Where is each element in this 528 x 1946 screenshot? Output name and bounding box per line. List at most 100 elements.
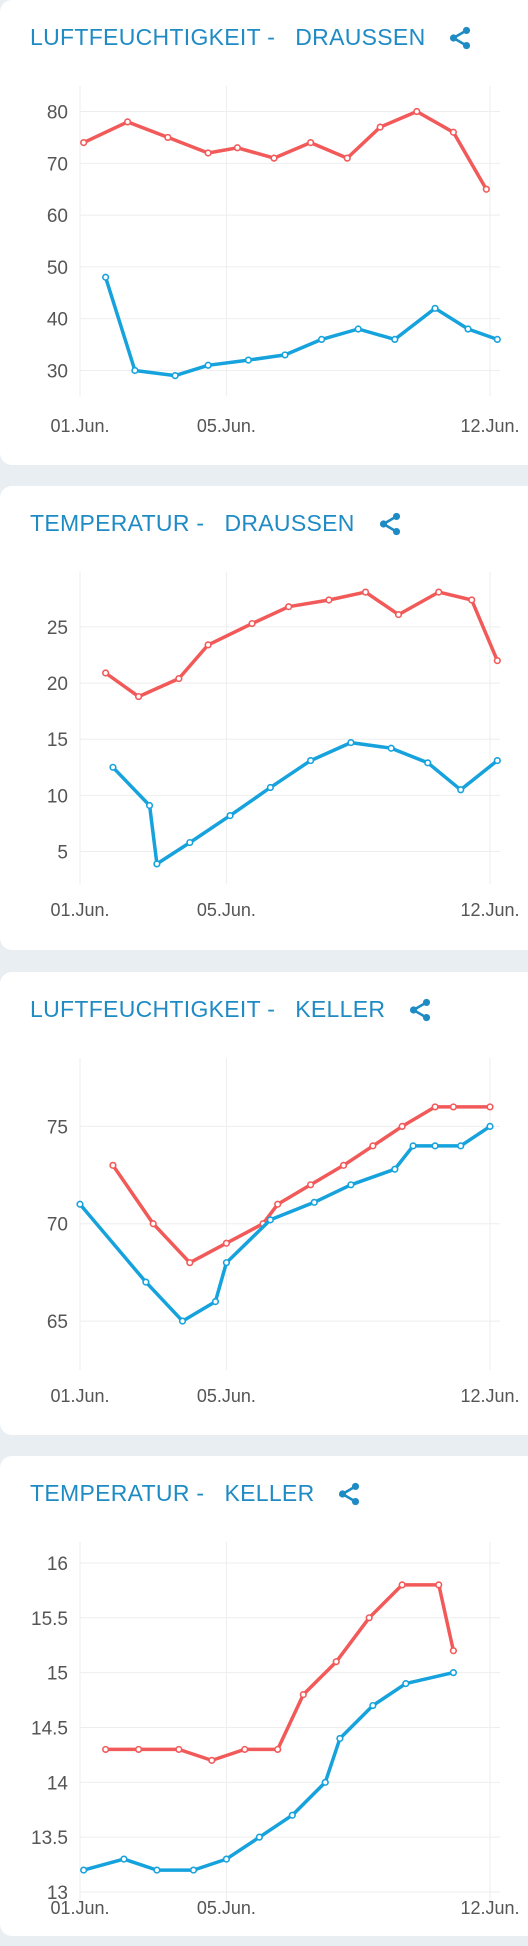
data-point[interactable] <box>449 1103 457 1111</box>
data-point[interactable] <box>80 1866 88 1874</box>
data-point[interactable] <box>369 1142 377 1150</box>
data-point[interactable] <box>222 1855 231 1863</box>
data-point[interactable] <box>431 1103 439 1111</box>
data-point[interactable] <box>449 1669 457 1677</box>
data-point[interactable] <box>244 356 252 364</box>
data-point[interactable] <box>204 641 212 649</box>
data-point[interactable] <box>153 1866 161 1874</box>
data-point[interactable] <box>175 1745 183 1754</box>
data-point[interactable] <box>226 812 234 820</box>
data-point[interactable] <box>321 1778 329 1786</box>
data-point[interactable] <box>431 304 439 312</box>
data-point[interactable] <box>347 1181 355 1189</box>
data-point[interactable] <box>255 1833 263 1841</box>
data-point[interactable] <box>211 1298 220 1306</box>
data-point[interactable] <box>391 335 399 343</box>
data-point[interactable] <box>222 1259 231 1267</box>
data-point[interactable] <box>142 1278 150 1286</box>
data-point[interactable] <box>435 1581 443 1589</box>
data-point[interactable] <box>171 372 179 380</box>
data-point[interactable] <box>285 603 293 611</box>
data-point[interactable] <box>486 1122 494 1130</box>
data-point[interactable] <box>369 1701 377 1710</box>
data-point[interactable] <box>398 1122 406 1130</box>
data-point[interactable] <box>134 692 143 701</box>
data-point[interactable] <box>387 744 395 752</box>
data-point[interactable] <box>281 351 289 359</box>
data-point[interactable] <box>175 674 183 683</box>
data-point[interactable] <box>204 361 212 369</box>
data-point[interactable] <box>186 838 194 847</box>
data-point[interactable] <box>241 1745 249 1754</box>
data-point[interactable] <box>449 128 457 136</box>
data-point[interactable] <box>186 1259 194 1267</box>
data-point[interactable] <box>482 185 490 193</box>
data-point[interactable] <box>76 1200 84 1208</box>
data-point[interactable] <box>486 1103 494 1111</box>
data-point[interactable] <box>354 325 362 333</box>
data-point[interactable] <box>493 335 501 343</box>
data-point[interactable] <box>307 1181 315 1189</box>
data-point[interactable] <box>376 123 384 131</box>
data-point[interactable] <box>424 759 432 767</box>
data-point[interactable] <box>307 756 315 765</box>
data-point[interactable] <box>336 1734 344 1743</box>
data-point[interactable] <box>266 1216 274 1224</box>
data-point[interactable] <box>464 325 472 333</box>
data-point[interactable] <box>178 1317 187 1325</box>
data-point[interactable] <box>493 756 501 765</box>
share-icon[interactable] <box>407 997 433 1023</box>
share-icon[interactable] <box>336 1481 362 1507</box>
share-icon[interactable] <box>447 25 473 51</box>
data-point[interactable] <box>288 1811 296 1819</box>
data-point[interactable] <box>120 1855 128 1863</box>
data-point[interactable] <box>343 154 351 162</box>
data-point[interactable] <box>102 669 110 677</box>
data-point[interactable] <box>347 739 355 747</box>
data-point[interactable] <box>468 596 476 604</box>
data-point[interactable] <box>310 1198 318 1206</box>
share-icon[interactable] <box>377 511 403 537</box>
data-point[interactable] <box>332 1658 340 1666</box>
data-point[interactable] <box>365 1614 373 1622</box>
data-point[interactable] <box>233 144 242 152</box>
data-point[interactable] <box>361 588 370 596</box>
data-point[interactable] <box>164 133 172 142</box>
data-point[interactable] <box>109 1161 117 1169</box>
data-point[interactable] <box>318 335 326 343</box>
data-point[interactable] <box>222 1239 231 1247</box>
data-point[interactable] <box>431 1142 439 1150</box>
data-point[interactable] <box>457 1142 465 1150</box>
data-point[interactable] <box>270 154 278 162</box>
data-point[interactable] <box>102 273 110 281</box>
data-point[interactable] <box>402 1680 410 1688</box>
data-point[interactable] <box>109 763 117 771</box>
data-point[interactable] <box>134 1745 143 1754</box>
data-point[interactable] <box>149 1220 157 1228</box>
data-point[interactable] <box>131 366 139 375</box>
data-point[interactable] <box>204 149 212 157</box>
data-point[interactable] <box>398 1581 406 1589</box>
data-point[interactable] <box>391 1165 399 1173</box>
data-point[interactable] <box>457 786 465 794</box>
data-point[interactable] <box>449 1647 457 1655</box>
data-point[interactable] <box>189 1866 198 1874</box>
data-point[interactable] <box>274 1745 282 1754</box>
data-point[interactable] <box>339 1161 348 1169</box>
data-point[interactable] <box>325 596 333 604</box>
data-point[interactable] <box>394 610 403 619</box>
data-point[interactable] <box>80 139 88 147</box>
data-point[interactable] <box>274 1200 282 1208</box>
data-point[interactable] <box>153 860 161 868</box>
data-point[interactable] <box>307 139 315 147</box>
data-point[interactable] <box>299 1690 307 1699</box>
data-point[interactable] <box>435 588 443 596</box>
data-point[interactable] <box>248 619 256 628</box>
data-point[interactable] <box>266 783 274 792</box>
data-point[interactable] <box>208 1756 216 1764</box>
data-point[interactable] <box>145 801 154 810</box>
data-point[interactable] <box>413 107 421 116</box>
data-point[interactable] <box>409 1142 417 1150</box>
data-point[interactable] <box>102 1745 110 1754</box>
data-point[interactable] <box>493 657 501 665</box>
